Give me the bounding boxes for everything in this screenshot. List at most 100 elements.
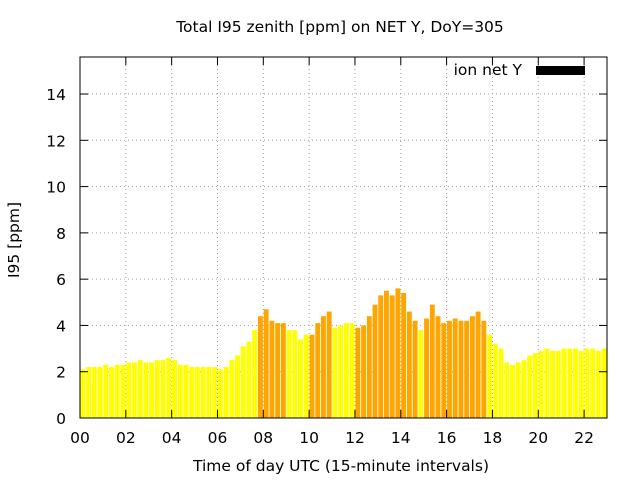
x-tick-label: 00: [70, 429, 90, 447]
bar: [80, 369, 86, 418]
y-tick-label: 8: [56, 225, 66, 243]
bar: [550, 350, 556, 418]
x-tick-labels: 00 02 04 06 08 10 12 14 16 18 20 22: [70, 429, 594, 447]
bar: [149, 362, 155, 418]
bar: [510, 364, 515, 418]
bar: [498, 348, 504, 418]
legend-label: ion net Y: [454, 61, 523, 79]
bar: [235, 355, 240, 418]
y-tick-label: 4: [56, 317, 66, 335]
bar: [567, 348, 573, 418]
bar: [91, 367, 97, 418]
bar: [401, 293, 407, 418]
bar: [223, 367, 229, 418]
bar: [229, 360, 235, 418]
bar: [126, 362, 132, 418]
bar: [464, 320, 470, 418]
bar: [315, 323, 321, 418]
bar: [309, 334, 315, 418]
bar: [200, 367, 206, 418]
bar: [475, 311, 481, 418]
bar: [86, 367, 92, 418]
bar: [275, 323, 281, 418]
bar: [561, 348, 567, 418]
y-axis-label: I95 [ppm]: [5, 202, 23, 278]
y-tick-label: 14: [46, 86, 66, 104]
bar: [298, 339, 303, 418]
bars: [80, 288, 607, 418]
bar: [332, 327, 338, 418]
bar: [355, 327, 361, 418]
bar: [183, 364, 189, 418]
bar: [372, 304, 378, 418]
bar: [584, 348, 590, 418]
bar: [97, 367, 103, 418]
bar: [406, 311, 412, 418]
y-tick-label: 0: [56, 410, 66, 428]
bar: [326, 311, 332, 418]
bar: [172, 360, 177, 418]
legend: ion net Y: [454, 61, 585, 79]
bar: [109, 367, 114, 418]
legend-swatch: [536, 66, 585, 75]
bar: [532, 353, 538, 418]
x-tick-label: 02: [116, 429, 136, 447]
x-tick-label: 20: [528, 429, 548, 447]
x-axis-label: Time of day UTC (15-minute intervals): [192, 457, 489, 475]
x-tick-label: 04: [162, 429, 182, 447]
bar: [418, 330, 424, 418]
bar: [441, 323, 447, 418]
bar: [194, 367, 200, 418]
bar: [246, 341, 252, 418]
bar: [412, 320, 418, 418]
bar: [469, 316, 475, 418]
bar: [481, 320, 487, 418]
bar: [601, 348, 607, 418]
bar: [258, 316, 263, 418]
x-tick-label: 14: [391, 429, 411, 447]
x-tick-label: 22: [574, 429, 594, 447]
bar: [137, 360, 143, 418]
bar: [263, 309, 269, 418]
bar: [527, 355, 533, 418]
bar: [166, 357, 172, 418]
bar: [349, 323, 355, 418]
x-tick-label: 12: [345, 429, 365, 447]
bar: [131, 362, 137, 418]
y-tick-label: 10: [46, 179, 66, 197]
bar: [366, 316, 372, 418]
y-tick-labels: 0 2 4 6 8 10 12 14: [46, 86, 66, 428]
bar: [389, 295, 395, 418]
bar: [160, 360, 166, 418]
bar: [343, 323, 349, 418]
bar: [217, 369, 223, 418]
bar: [212, 367, 218, 418]
bar: [189, 367, 195, 418]
bar: [447, 320, 452, 418]
bar: [590, 348, 596, 418]
bar: [452, 318, 458, 418]
grid: [80, 57, 607, 418]
bar: [538, 350, 544, 418]
x-tick-label: 16: [437, 429, 457, 447]
bar: [177, 364, 183, 418]
bar: [395, 288, 401, 418]
x-tick-label: 18: [483, 429, 503, 447]
bar: [578, 350, 584, 418]
bar: [595, 350, 601, 418]
bar: [555, 350, 561, 418]
bar: [321, 316, 326, 418]
bar: [154, 360, 160, 418]
bar: [573, 348, 578, 418]
x-tick-label: 10: [299, 429, 319, 447]
y-tick-label: 12: [46, 132, 66, 150]
bar: [435, 316, 441, 418]
bar: [378, 295, 384, 418]
x-tick-label: 06: [208, 429, 228, 447]
bar: [292, 330, 298, 418]
bar: [487, 334, 493, 418]
bar: [240, 346, 246, 418]
bar: [515, 362, 521, 418]
x-tick-label: 08: [253, 429, 273, 447]
